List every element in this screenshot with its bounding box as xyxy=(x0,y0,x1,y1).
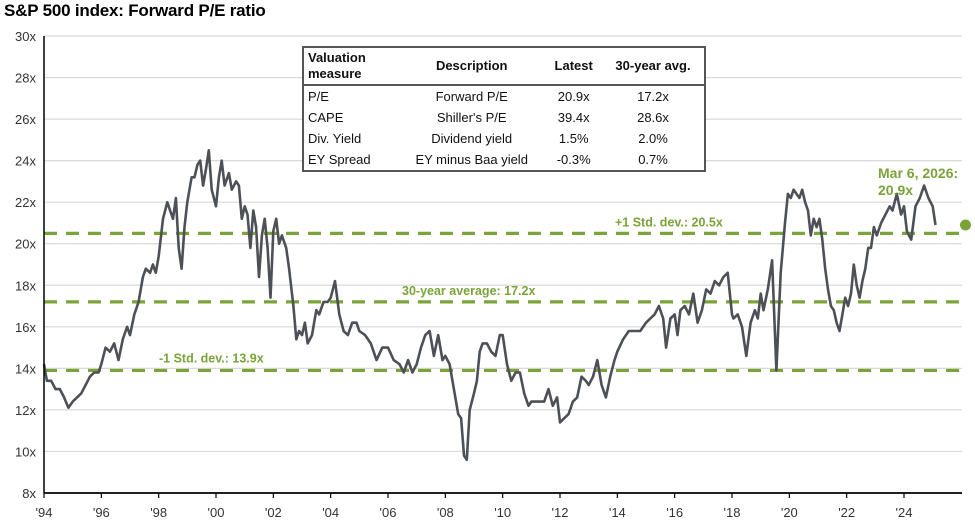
table-row: CAPE Shiller's P/E 39.4x 28.6x xyxy=(303,107,705,128)
series-layer xyxy=(42,149,971,462)
cell-measure: P/E xyxy=(308,89,329,104)
header-latest: Latest xyxy=(545,47,603,86)
x-tick-label: '12 xyxy=(552,505,569,520)
x-tick-label: '16 xyxy=(666,505,683,520)
cell-description: Shiller's P/E xyxy=(436,110,507,125)
x-tick-label: '04 xyxy=(322,505,339,520)
end-point-label-date: Mar 6, 2026: xyxy=(878,165,958,181)
y-tick-label: 26x xyxy=(15,112,36,127)
axes: 8x 10x 12x 14x 16x 18x 20x 22x 24x 26x 28x 30x '94 '9… xyxy=(15,29,962,520)
cell-description: Forward P/E xyxy=(435,89,508,104)
y-tick-label: 30x xyxy=(15,29,36,44)
cell-average: 28.6x xyxy=(637,110,669,125)
cell-latest: 39.4x xyxy=(557,110,590,125)
chart-title: S&P 500 index: Forward P/E ratio xyxy=(4,1,266,20)
header-description: Description xyxy=(398,47,546,86)
header-30yr-avg: 30-year avg. xyxy=(602,47,705,86)
table-row: EY Spread EY minus Baa yield -0.3% 0.7% xyxy=(303,149,705,171)
annotations: +1 Std. dev.: 20.5x 30-year average: 17.2… xyxy=(159,165,958,365)
y-tick-label: 22x xyxy=(15,195,36,210)
cell-average: 2.0% xyxy=(638,131,668,146)
cell-average: 0.7% xyxy=(638,152,668,167)
valuation-table: Valuation measure Description Latest 30-… xyxy=(302,46,706,172)
series-line-forward-pe xyxy=(42,149,937,462)
x-tick-label: '10 xyxy=(494,505,511,520)
y-tick-label: 8x xyxy=(22,486,36,501)
cell-latest: 1.5% xyxy=(558,131,589,146)
x-tick-label: '22 xyxy=(838,505,855,520)
y-tick-label: 20x xyxy=(15,237,36,252)
ref-label-minus-1-std: -1 Std. dev.: 13.9x xyxy=(159,351,264,365)
x-tick-label: '20 xyxy=(781,505,798,520)
cell-description: Dividend yield xyxy=(431,131,513,146)
ref-label-average: 30-year average: 17.2x xyxy=(402,284,535,298)
x-tick-label: '18 xyxy=(724,505,741,520)
cell-latest: -0.3% xyxy=(556,152,591,167)
x-tick-label: '24 xyxy=(896,505,913,520)
y-tick-label: 28x xyxy=(15,71,36,86)
header-valuation-measure: Valuation measure xyxy=(303,47,398,86)
x-tick-label: '08 xyxy=(437,505,454,520)
y-tick-label: 10x xyxy=(15,444,36,459)
y-tick-label: 18x xyxy=(15,278,36,293)
cell-latest: 20.9x xyxy=(557,89,590,104)
x-tick-label: '06 xyxy=(380,505,397,520)
cell-measure: Div. Yield xyxy=(308,131,362,146)
y-tick-label: 14x xyxy=(15,361,36,376)
cell-measure: CAPE xyxy=(308,110,344,125)
end-point-label-value: 20.9x xyxy=(878,182,913,198)
ref-label-plus-1-std: +1 Std. dev.: 20.5x xyxy=(615,215,723,229)
y-tick-label: 24x xyxy=(15,154,36,169)
x-tick-label: '98 xyxy=(150,505,167,520)
table-row: P/E Forward P/E 20.9x 17.2x xyxy=(303,85,705,107)
x-tick-label: '94 xyxy=(36,505,53,520)
cell-average: 17.2x xyxy=(637,89,669,104)
x-tick-label: '02 xyxy=(265,505,282,520)
end-point-marker xyxy=(959,219,971,231)
x-tick-label: '14 xyxy=(609,505,626,520)
y-tick-label: 12x xyxy=(15,403,36,418)
table-header-row: Valuation measure Description Latest 30-… xyxy=(303,47,705,86)
x-tick-label: '00 xyxy=(208,505,225,520)
cell-measure: EY Spread xyxy=(308,152,371,167)
table-row: Div. Yield Dividend yield 1.5% 2.0% xyxy=(303,128,705,149)
y-tick-label: 16x xyxy=(15,320,36,335)
x-tick-label: '96 xyxy=(93,505,110,520)
cell-description: EY minus Baa yield xyxy=(415,152,528,167)
